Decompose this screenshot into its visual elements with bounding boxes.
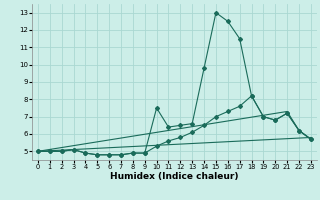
X-axis label: Humidex (Indice chaleur): Humidex (Indice chaleur) xyxy=(110,172,239,181)
